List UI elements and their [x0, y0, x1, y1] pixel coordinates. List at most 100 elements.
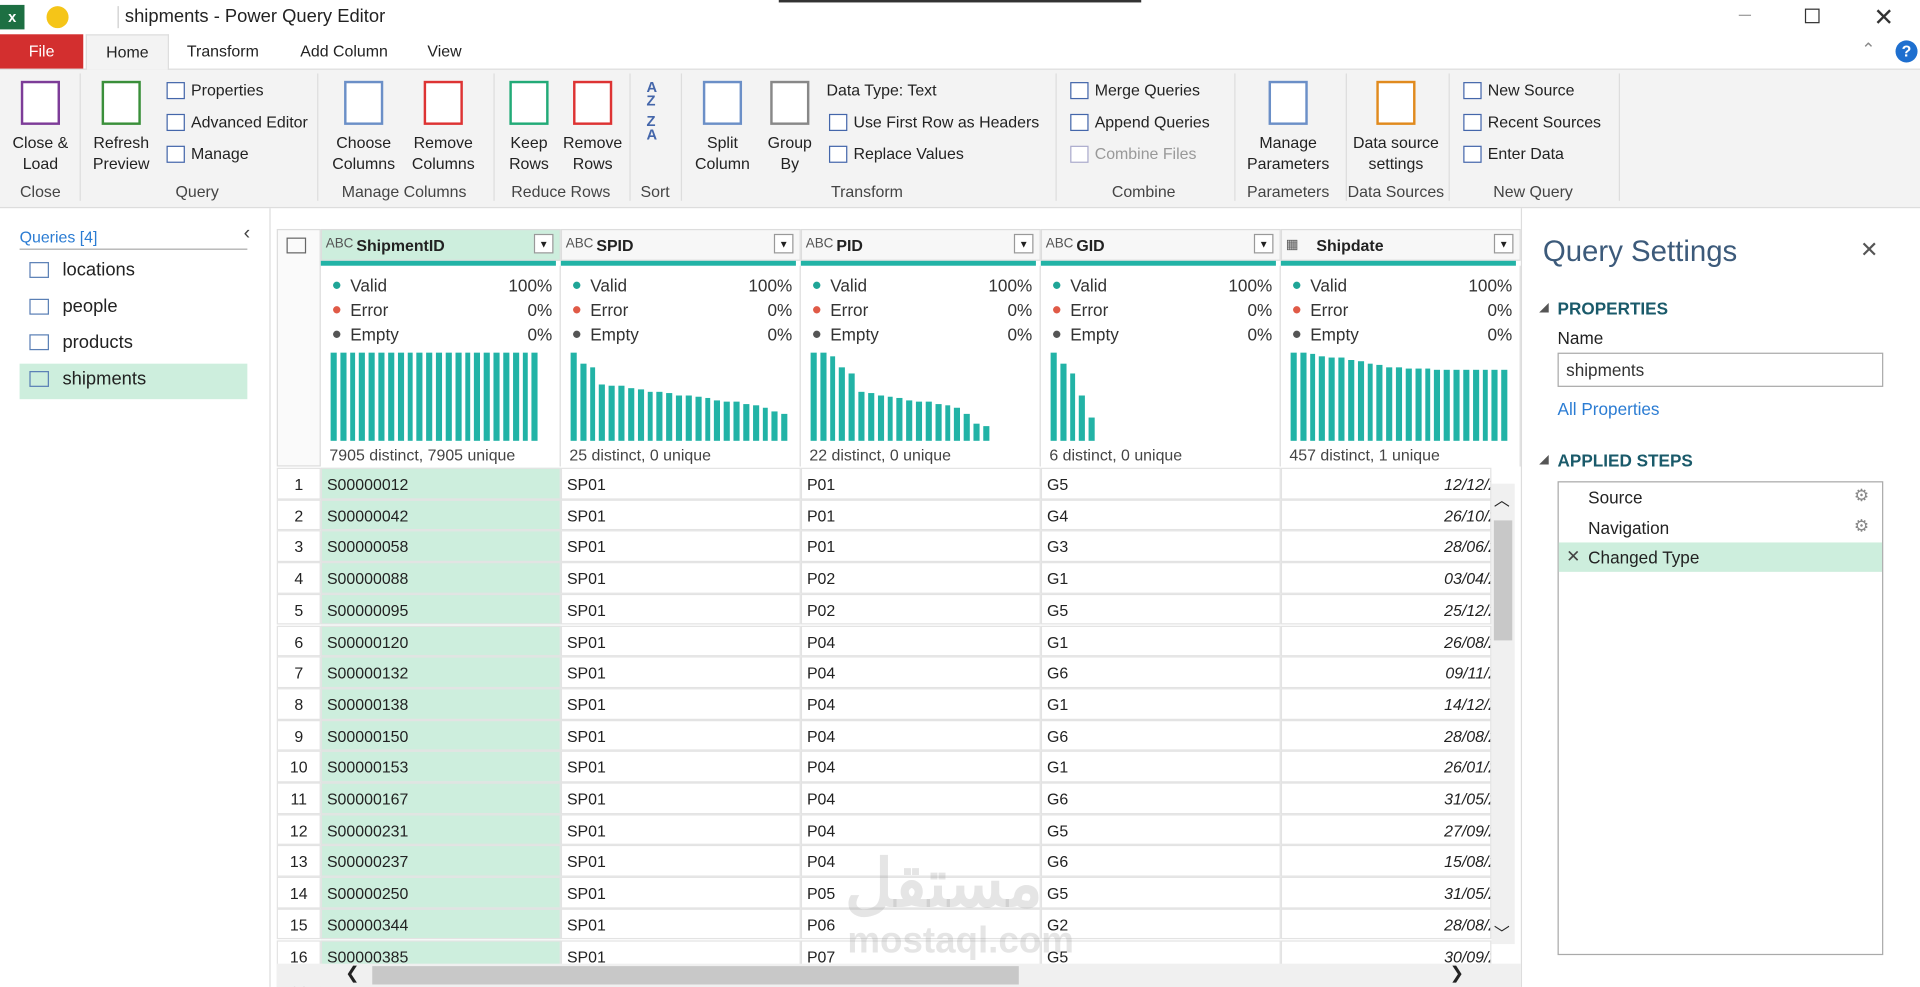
column-name[interactable]: GID — [1076, 236, 1105, 255]
v-scroll-thumb[interactable] — [1493, 520, 1513, 641]
help[interactable]: ? — [1895, 40, 1918, 63]
ribbon-button[interactable]: Close & Load — [12, 133, 69, 173]
quality-value: 0% — [1247, 300, 1273, 320]
ribbon-button[interactable]: Refresh Preview — [92, 133, 150, 173]
name-input[interactable]: shipments — [1557, 352, 1884, 387]
ribbon-icon — [1463, 82, 1482, 100]
column-name[interactable]: SPID — [596, 236, 634, 255]
distribution-bar — [455, 352, 462, 441]
link[interactable]: All Properties — [1557, 399, 1660, 419]
quality-value: 0% — [1247, 324, 1273, 345]
h-scroll-thumb[interactable] — [372, 966, 1019, 985]
excel-icon[interactable]: x — [0, 4, 25, 30]
ribbon-button[interactable]: Advanced Editor — [191, 112, 308, 132]
distribution-bar — [781, 414, 788, 441]
step-gear[interactable]: ⚙ — [1853, 484, 1870, 505]
cell-text: 14/12/20 — [1444, 695, 1490, 714]
grid-cell: S00000231 — [320, 813, 561, 846]
filter-button[interactable]: ▼ — [1493, 233, 1514, 254]
close-settings[interactable]: ✕ — [1860, 237, 1879, 263]
ribbon-tab[interactable]: Transform — [186, 41, 259, 61]
applied-step[interactable]: Navigation — [1588, 517, 1670, 537]
ribbon-button[interactable]: Properties — [191, 80, 264, 100]
scroll-right[interactable]: ❯ — [1449, 962, 1465, 983]
ribbon-button[interactable]: Enter Data — [1487, 144, 1564, 163]
cell-text: SP01 — [566, 632, 606, 651]
quality-label: Empty — [350, 324, 399, 345]
query-item[interactable]: locations — [62, 259, 135, 281]
cell-text: P01 — [806, 475, 836, 494]
distribution-bar — [973, 423, 980, 441]
ribbon-button[interactable]: Group By — [767, 133, 812, 173]
ribbon-button[interactable]: Data source settings — [1353, 133, 1439, 173]
row-number: 14 — [276, 876, 321, 909]
distribution-bar — [714, 400, 721, 441]
ribbon-button[interactable]: Combine Files — [1094, 144, 1197, 163]
column-name[interactable]: ShipmentID — [356, 236, 445, 255]
filter-button[interactable]: ▼ — [773, 233, 794, 254]
filter-button[interactable]: ▼ — [533, 233, 554, 254]
distribution-bar — [676, 394, 682, 441]
ribbon-button[interactable]: Recent Sources — [1487, 112, 1602, 132]
quality-value: 0% — [527, 324, 553, 345]
distribution-bar — [628, 387, 634, 441]
ribbon-button[interactable]: Data Type: Text — [826, 80, 937, 100]
stats-box — [1041, 265, 1281, 467]
ribbon-tab[interactable]: Home — [85, 34, 169, 70]
filter-button[interactable]: ▼ — [1013, 233, 1034, 254]
cell-text: G2 — [1046, 915, 1069, 935]
scroll-down[interactable]: ﹀ — [1493, 924, 1510, 943]
column-name[interactable]: PID — [836, 236, 863, 255]
ribbon-button[interactable]: Use First Row as Headers — [853, 112, 1040, 132]
column-name[interactable]: Shipdate — [1316, 236, 1384, 255]
step-gear[interactable]: ⚙ — [1853, 514, 1870, 535]
ribbon-button[interactable]: Manage — [191, 144, 249, 163]
ribbon-button[interactable]: New Source — [1487, 80, 1575, 100]
close[interactable]: ✕ — [1873, 4, 1894, 32]
cell-text: SP01 — [566, 569, 606, 588]
ribbon-tab[interactable]: Add Column — [300, 41, 388, 61]
applied-step[interactable]: Source — [1588, 487, 1643, 507]
smiley-icon[interactable] — [46, 6, 69, 29]
filter-button[interactable]: ▼ — [1253, 233, 1274, 254]
row-number: 3 — [276, 530, 321, 563]
cell-text: 12/12/20 — [1444, 475, 1490, 494]
ribbon-tab[interactable]: View — [427, 41, 462, 61]
collapse-ribbon[interactable]: ⌃ — [1861, 39, 1876, 59]
group-label: Sort — [640, 182, 670, 201]
ribbon-button[interactable]: Keep Rows — [509, 133, 549, 173]
quality-label: Empty — [590, 324, 639, 345]
query-item[interactable]: people — [62, 295, 118, 317]
distribution-bar — [733, 402, 740, 441]
quality-dot — [1293, 281, 1301, 289]
applied-step[interactable]: Changed Type — [1588, 547, 1700, 567]
ribbon-icon — [166, 145, 185, 163]
ribbon-button[interactable]: Merge Queries — [1094, 80, 1200, 100]
ribbon-button[interactable]: Replace Values — [853, 144, 964, 163]
cell-text: S00000237 — [326, 852, 409, 872]
distribution-bar — [983, 426, 989, 441]
minimize[interactable] — [1738, 14, 1752, 16]
distribution-bar — [752, 405, 759, 441]
ribbon-button[interactable]: Choose Columns — [332, 133, 396, 173]
ribbon-tab[interactable]: File — [0, 34, 84, 69]
ribbon-button[interactable]: Remove Columns — [411, 133, 475, 173]
delete-step[interactable]: ✕ — [1566, 546, 1581, 566]
ribbon-button[interactable]: Split Column — [695, 133, 750, 173]
ribbon-button[interactable]: Remove Rows — [562, 133, 623, 173]
distribution-bar — [810, 352, 817, 441]
scroll-left[interactable]: ❮ — [345, 962, 360, 983]
query-item[interactable]: products — [62, 331, 133, 353]
cell-text: G1 — [1046, 632, 1069, 651]
collapse-queries[interactable]: ‹ — [243, 222, 251, 244]
group-separator — [1618, 73, 1621, 201]
distinct-label: 25 distinct, 0 unique — [569, 445, 711, 465]
ribbon-button[interactable]: Append Queries — [1094, 112, 1210, 132]
query-item[interactable]: shipments — [62, 367, 147, 389]
separator — [117, 6, 119, 29]
scroll-up[interactable]: ︿ — [1493, 491, 1510, 510]
ribbon-button[interactable]: Manage Parameters — [1247, 133, 1330, 173]
restore[interactable] — [1804, 8, 1820, 24]
